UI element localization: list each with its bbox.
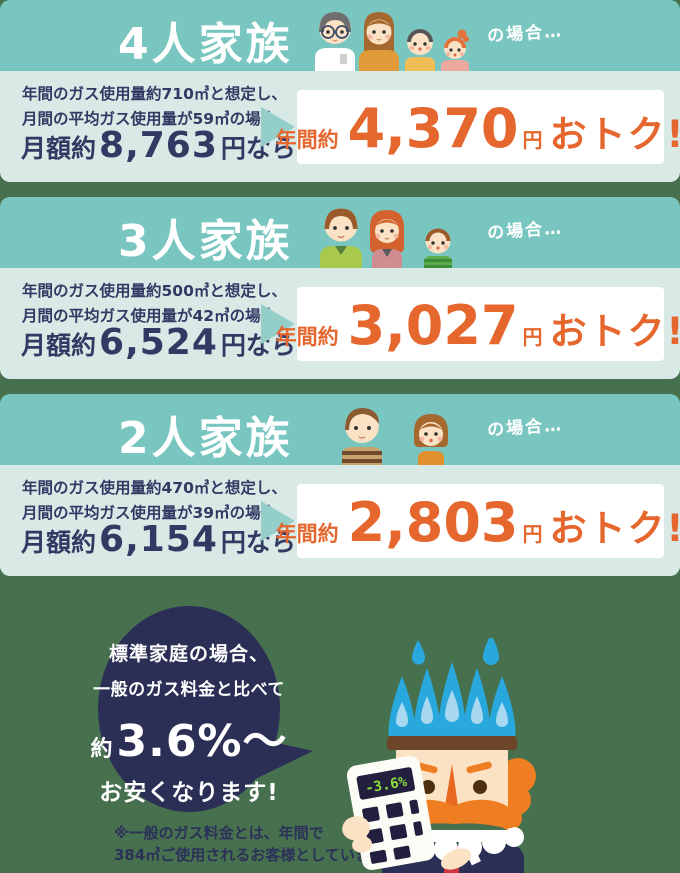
arrow-right-icon [261,501,295,541]
king-mascot: -3.6% [330,634,570,873]
arrow-right-icon [261,304,295,344]
family-4-header: 4人家族 [0,0,680,71]
annual-savings-box: 年間約 2,803 円おトク! [276,484,680,558]
family-4-section: 4人家族 [0,0,680,182]
section-title: 2人家族 [118,413,293,464]
family-2-body: 年間のガス使用量約470㎥と想定し、 月間の平均ガス使用量が39㎥の場合 月額約… [0,465,680,576]
bubble-text: 標準家庭の場合、 一般のガス料金と比べて 約 3.6%〜 お安くなります! [90,643,288,806]
annual-savings-box: 年間約 4,370 円おトク! [276,90,680,164]
speech-bubble-shape [98,606,313,812]
case-note: の場合… [486,21,564,47]
footnote: ※一般のガス料金とは、年間で 384㎥ご使用されるお客様としています。 [114,824,399,864]
usage-description: 年間のガス使用量約710㎥と想定し、 月間の平均ガス使用量が59㎥の場合 [22,85,287,128]
family-3-header: 3人家族 [0,197,680,268]
usage-description: 年間のガス使用量約470㎥と想定し、 月間の平均ガス使用量が39㎥の場合 [22,479,287,522]
family-2-section: 2人家族 の場合… [0,394,680,576]
case-note: の場合… [486,415,564,441]
arrow-right-icon [261,107,295,147]
calculator-icon: -3.6% [342,755,436,871]
case-note: の場合… [486,218,564,244]
monthly-cost: 月額約 8,763 円なら、 [21,125,321,166]
family-3-body: 年間のガス使用量約500㎥と想定し、 月間の平均ガス使用量が42㎥の場合 月額約… [0,268,680,379]
section-title: 4人家族 [118,19,293,70]
family-3-illustration [320,208,452,268]
section-title: 3人家族 [118,216,293,267]
family-4-body: 年間のガス使用量約710㎥と想定し、 月間の平均ガス使用量が59㎥の場合 月額約… [0,71,680,182]
svg-text:-3.6%: -3.6% [364,774,409,797]
family-2-illustration [342,408,448,465]
family-3-section: 3人家族 [0,197,680,379]
family-4-illustration [315,12,469,71]
usage-description: 年間のガス使用量約500㎥と想定し、 月間の平均ガス使用量が42㎥の場合 [22,282,287,325]
family-2-header: 2人家族 の場合… [0,394,680,465]
king-mascot-illustration: -3.6% [342,634,536,873]
annual-savings-box: 年間約 3,027 円おトク! [276,287,680,361]
savings-speech-bubble: 標準家庭の場合、 一般のガス料金と比べて 約 3.6%〜 お安くなります! [85,603,320,818]
